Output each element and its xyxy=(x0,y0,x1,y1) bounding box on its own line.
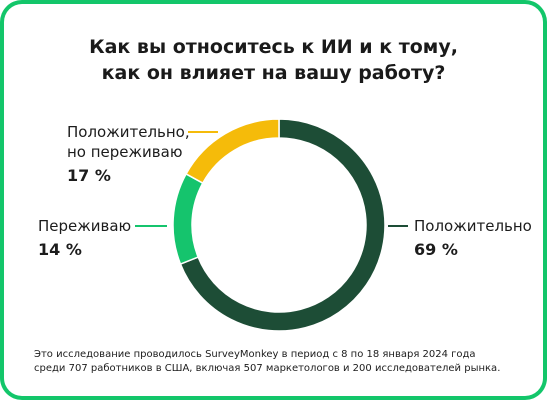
leader-line-positive-but-worried xyxy=(188,131,218,133)
leader-line-positive xyxy=(388,225,408,227)
slice-positive-but-worried xyxy=(185,118,280,185)
label-positive-but-worried-line-2: но переживаю xyxy=(67,143,183,161)
footnote: Это исследование проводилось SurveyMonke… xyxy=(34,348,524,376)
slice-worried xyxy=(172,172,204,265)
value-label-positive-but-worried: 17 % xyxy=(67,166,111,185)
chart-title-line-2: как он влияет на вашу работу? xyxy=(101,62,446,84)
label-positive-but-worried: Положительно, но переживаю 17 % xyxy=(67,122,190,186)
chart-title-line-1: Как вы относитесь к ИИ и к тому, xyxy=(89,36,458,58)
value-label-positive: 69 % xyxy=(414,240,458,259)
label-worried: Переживаю 14 % xyxy=(38,216,131,260)
footnote-line-2: среди 707 работников в США, включая 507 … xyxy=(34,363,501,374)
chart-title: Как вы относитесь к ИИ и к тому, как он … xyxy=(4,34,543,86)
slice-positive xyxy=(179,118,386,332)
survey-card: Как вы относитесь к ИИ и к тому, как он … xyxy=(4,4,543,396)
label-worried-line-1: Переживаю xyxy=(38,217,132,235)
donut-chart xyxy=(172,118,386,332)
label-positive: Положительно 69 % xyxy=(414,216,532,260)
value-label-worried: 14 % xyxy=(38,240,82,259)
leader-line-worried xyxy=(135,225,167,227)
footnote-line-1: Это исследование проводилось SurveyMonke… xyxy=(34,349,476,360)
label-positive-but-worried-line-1: Положительно, xyxy=(67,123,190,141)
label-positive-line-1: Положительно xyxy=(414,217,532,235)
